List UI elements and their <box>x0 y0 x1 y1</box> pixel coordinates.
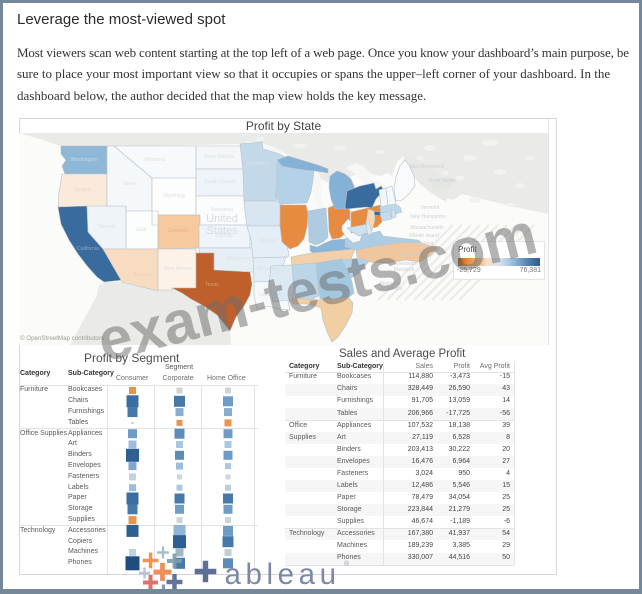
svg-text:Delaware: Delaware <box>396 261 417 267</box>
svg-text:Louisiana: Louisiana <box>259 292 281 298</box>
svg-text:North Dakota: North Dakota <box>204 154 235 160</box>
svg-text:California: California <box>77 246 99 252</box>
svg-text:Texas: Texas <box>205 282 219 288</box>
svg-text:Connecticut: Connecticut <box>407 241 434 247</box>
svg-text:Arizona: Arizona <box>133 272 151 278</box>
svg-text:Nova Scotia: Nova Scotia <box>429 178 456 184</box>
svg-text:South Dakota: South Dakota <box>204 179 236 185</box>
svg-text:District of: District of <box>380 281 401 287</box>
svg-text:New Brunswick: New Brunswick <box>410 164 445 170</box>
svg-text:States: States <box>206 225 238 237</box>
svg-text:New Jersey: New Jersey <box>399 252 426 258</box>
svg-text:Minnesota: Minnesota <box>246 161 270 167</box>
svg-text:Missouri: Missouri <box>258 238 277 244</box>
svg-text:Nebraska: Nebraska <box>211 207 233 213</box>
svg-text:Idaho: Idaho <box>123 181 136 187</box>
svg-text:United: United <box>206 213 238 225</box>
svg-text:New Mexico: New Mexico <box>164 266 192 272</box>
svg-text:Nevada: Nevada <box>98 224 116 230</box>
svg-text:Utah: Utah <box>136 227 147 233</box>
svg-text:Washington: Washington <box>70 157 97 163</box>
svg-text:®: ® <box>344 560 350 568</box>
svg-text:New Hampshire: New Hampshire <box>410 214 446 220</box>
svg-text:Arkansas: Arkansas <box>257 266 279 272</box>
svg-text:Vermont: Vermont <box>421 205 440 211</box>
svg-text:Montana: Montana <box>145 157 165 163</box>
svg-text:Oregon: Oregon <box>73 187 90 193</box>
svg-text:Massachusetts: Massachusetts <box>410 225 444 231</box>
svg-text:Columbia: Columbia <box>381 286 402 292</box>
svg-text:Iowa: Iowa <box>258 210 269 216</box>
svg-text:Oklahoma: Oklahoma <box>226 256 250 262</box>
svg-text:Wyoming: Wyoming <box>163 193 185 199</box>
svg-text:ableau: ableau <box>225 558 341 591</box>
svg-text:Colorado: Colorado <box>167 228 188 234</box>
svg-text:Kansas: Kansas <box>215 233 233 239</box>
svg-text:Maryland: Maryland <box>394 267 415 273</box>
svg-text:Rhode Island: Rhode Island <box>409 233 439 239</box>
